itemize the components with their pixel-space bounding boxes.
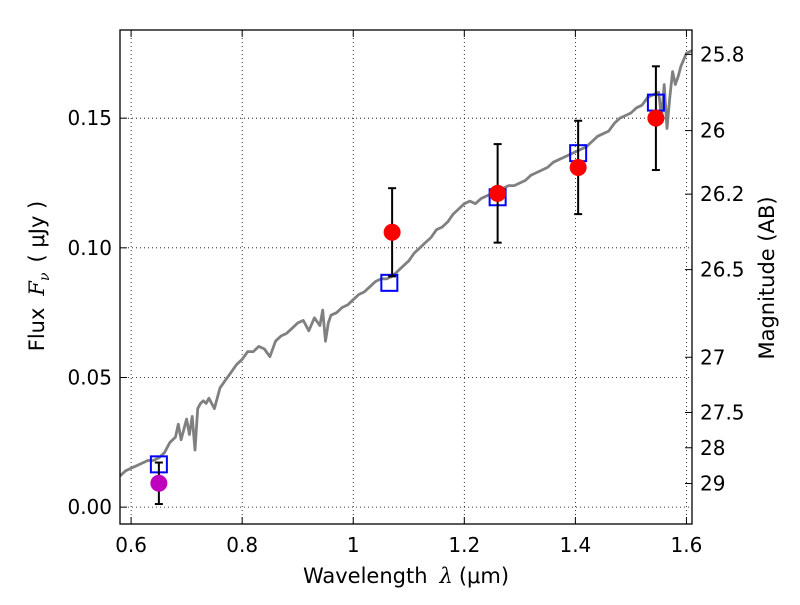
marker-layer: [149, 65, 665, 506]
x-tick-label: 1.4: [559, 533, 591, 557]
x-axis-label: Wavelength λ (μm): [303, 564, 509, 588]
right-tick-label: 27: [700, 345, 725, 369]
spectrum-line: [119, 49, 693, 478]
y-tick-label: 0.05: [67, 365, 112, 389]
model-photometry-square: [380, 273, 399, 292]
right-tick-label: 27.5: [700, 400, 745, 424]
spectrum-layer: [119, 49, 693, 478]
y-tick-label: 0.15: [67, 106, 112, 130]
right-tick-label: 28: [700, 436, 725, 460]
x-tick-label: 0.6: [115, 533, 147, 557]
x-tick-label: 1.6: [671, 533, 703, 557]
x-tick-label: 1: [347, 533, 360, 557]
grid-lines: [120, 30, 692, 524]
right-tick-label: 26.5: [700, 258, 745, 282]
tick-marks: [120, 30, 692, 524]
tick-labels: 0.6 0.8 1 1.2 1.4 1.6 0.00 0.05 0.10 0.15 25.8 26 26…: [67, 42, 744, 557]
y-axis-label: FluxFν( μJy ): [25, 201, 53, 351]
right-axis-label: Magnitude (AB): [755, 196, 779, 359]
optical-flux-point: [150, 474, 168, 492]
right-tick-label: 26.2: [700, 182, 745, 206]
observed-flux-point: [489, 184, 507, 202]
observed-flux-point: [569, 158, 587, 176]
y-tick-label: 0.00: [67, 495, 112, 519]
plot-frame: [119, 29, 693, 525]
x-tick-label: 1.2: [448, 533, 480, 557]
right-tick-label: 25.8: [700, 42, 745, 66]
right-tick-label: 26: [700, 119, 725, 143]
x-tick-label: 0.8: [226, 533, 258, 557]
right-tick-label: 29: [700, 472, 725, 496]
y-tick-label: 0.10: [67, 236, 112, 260]
observed-flux-point: [647, 109, 665, 127]
observed-flux-point: [383, 223, 401, 241]
